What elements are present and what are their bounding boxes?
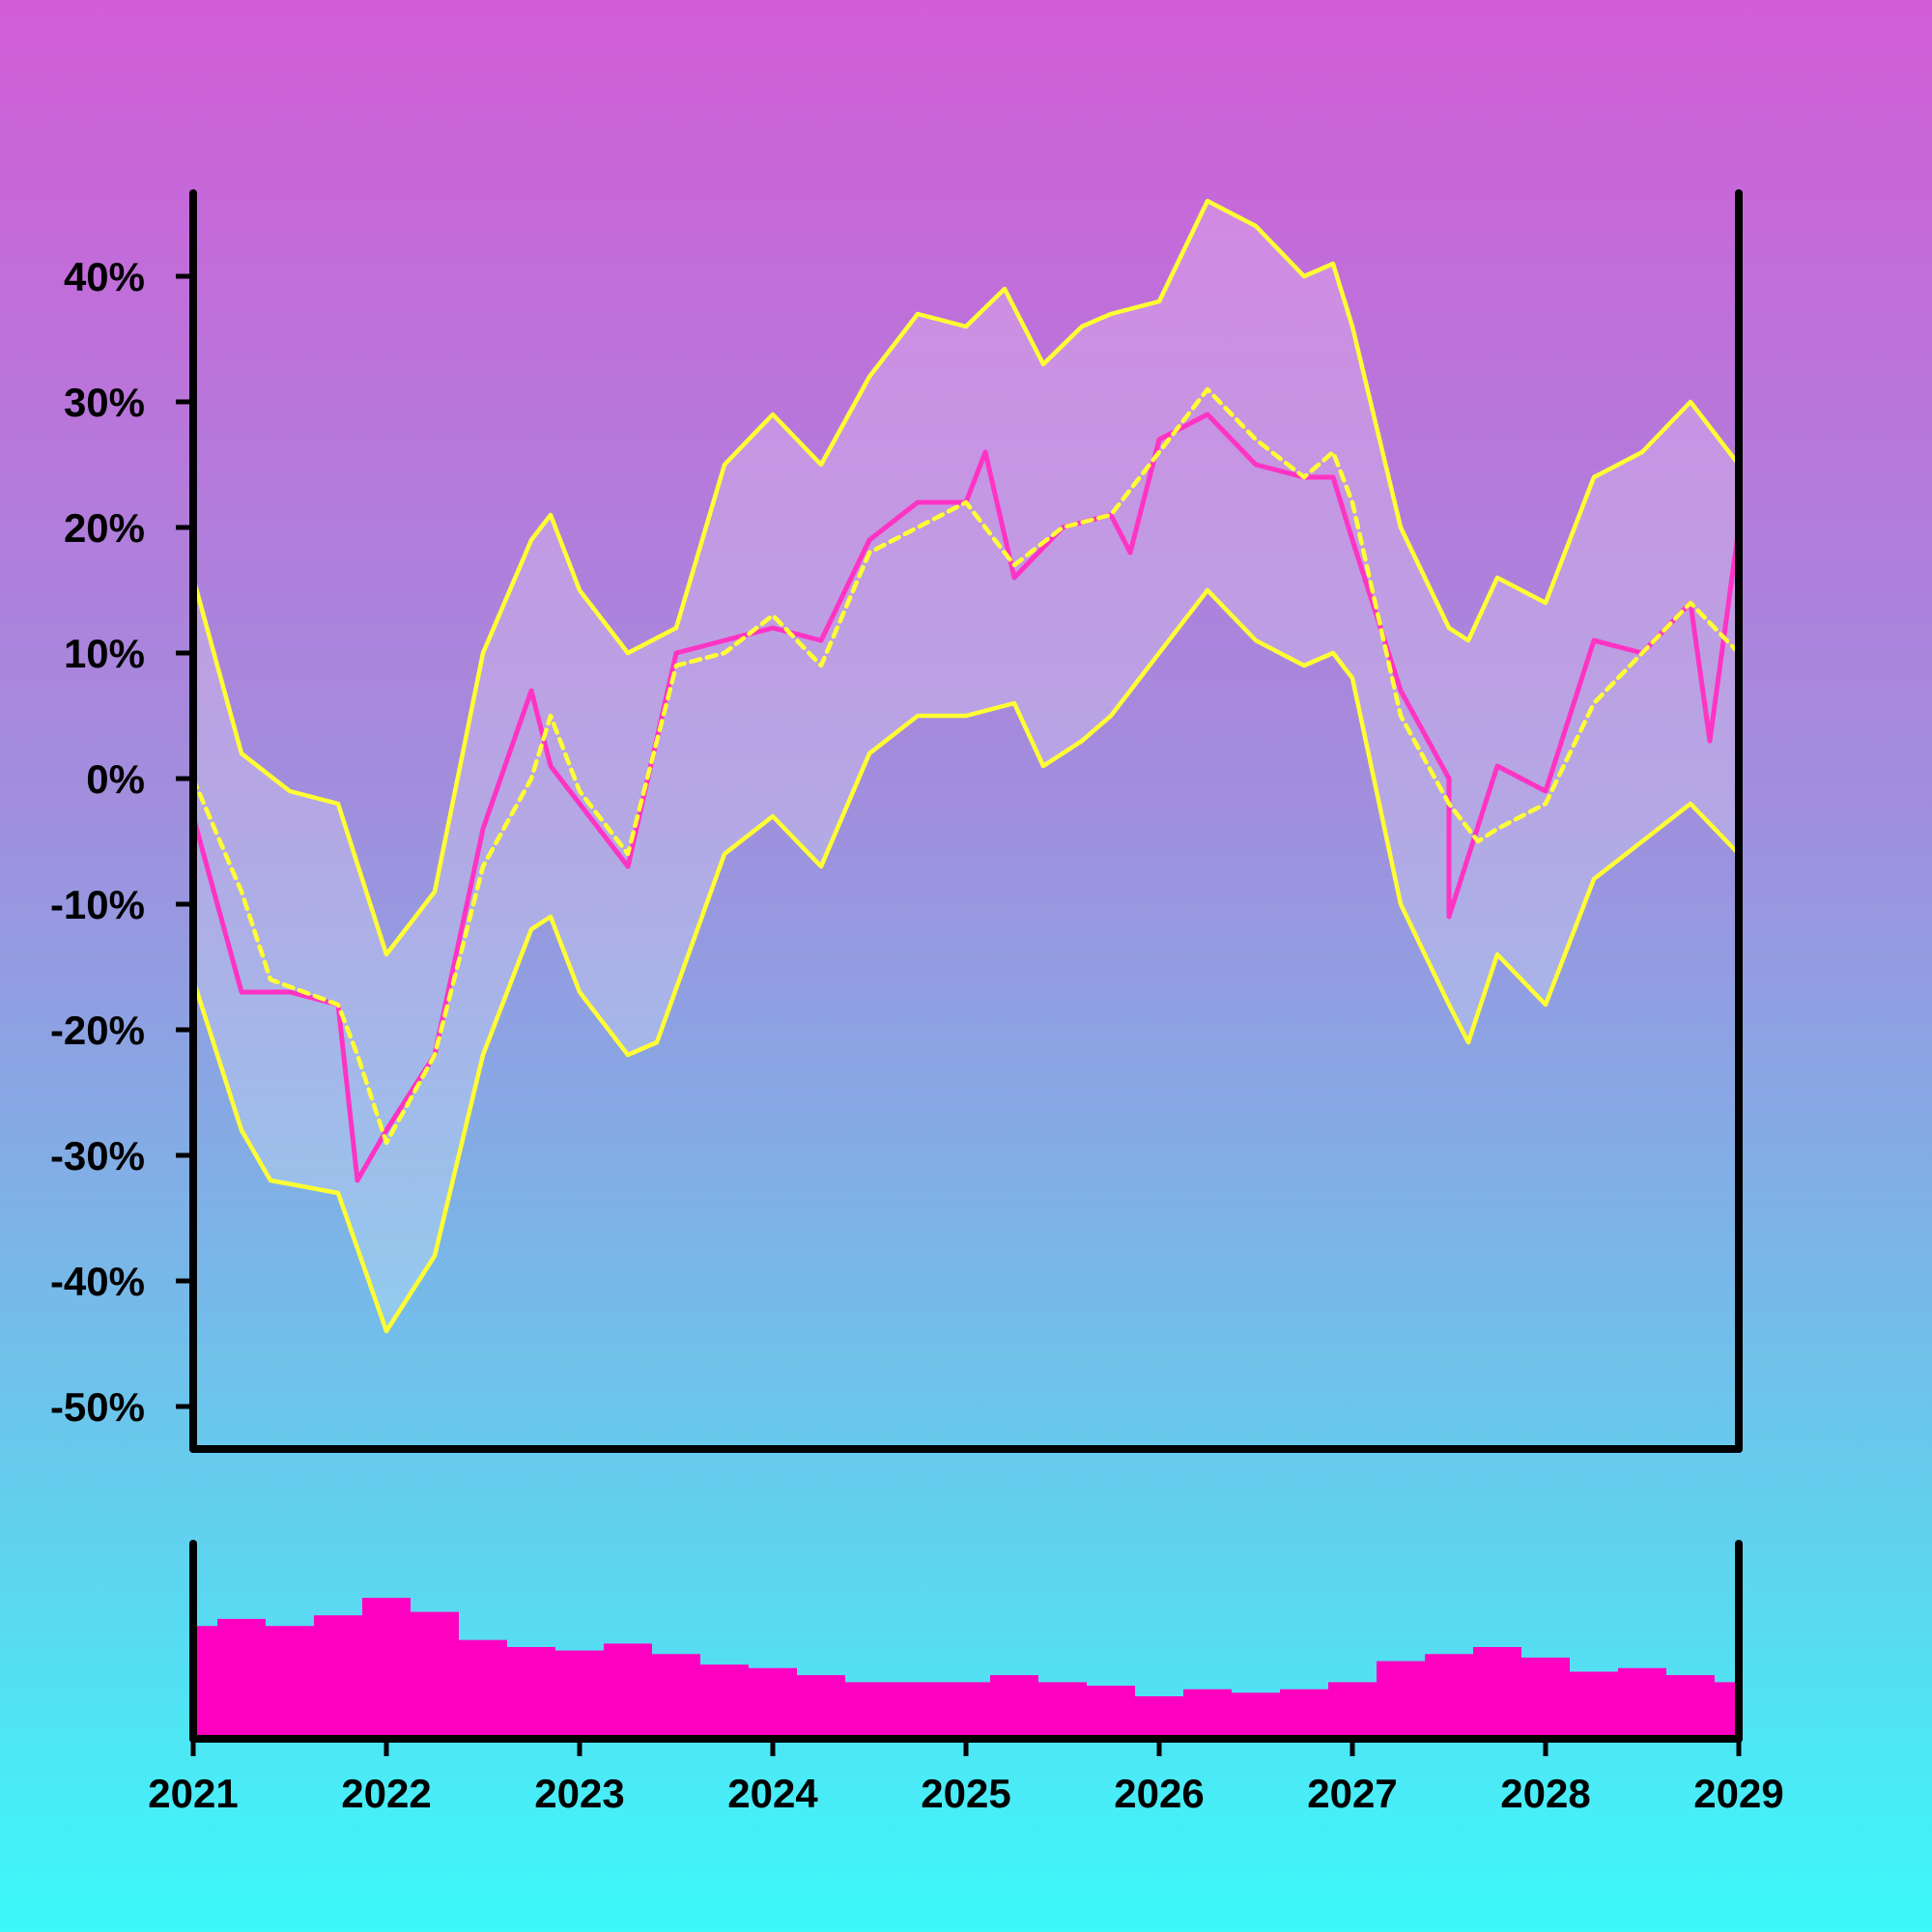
volume-bar [1425,1654,1473,1735]
volume-bar [217,1618,266,1735]
y-tick-label: -30% [50,1133,145,1179]
volume-bar [1570,1671,1618,1735]
volume-bar [459,1639,507,1735]
x-tick-label: 2026 [1114,1771,1204,1816]
lower-band-line [190,587,1742,1334]
volume-bar [411,1611,459,1735]
volume-bar [1328,1682,1377,1735]
y-tick-label: 40% [64,254,145,299]
y-tick-label: -10% [50,882,145,927]
volume-bar [1232,1692,1280,1735]
volume-bar [362,1598,411,1735]
volume-bar [1377,1661,1425,1735]
volume-bar [1473,1647,1521,1735]
volume-bar [266,1626,314,1735]
volume-bar [845,1682,894,1735]
y-tick-label: 30% [64,380,145,425]
y-tick-label: -20% [50,1008,145,1053]
volume-bar [1183,1689,1232,1735]
x-tick-label: 2023 [534,1771,624,1816]
moving-average-line [190,386,1742,1146]
volume-bar [652,1654,700,1735]
price-line [190,412,1742,1183]
volume-bar [1715,1682,1735,1735]
volume-bar [1135,1696,1183,1735]
volume-bar [507,1647,555,1735]
volume-bar [1521,1657,1570,1735]
volume-bar [1666,1675,1715,1735]
volume-bar [749,1667,797,1735]
y-tick-label: 0% [86,756,145,802]
x-tick-label: 2022 [341,1771,431,1816]
bollinger-band-fill [193,201,1739,1331]
y-tick-label: 10% [64,631,145,676]
y-tick-label: 20% [64,505,145,551]
volume-bar [555,1650,604,1735]
series-layer [190,198,1742,1334]
volume-bar [1618,1667,1666,1735]
volume-bar [1087,1686,1135,1735]
volume-bars-layer [197,1598,1735,1735]
y-tick-label: -50% [50,1384,145,1430]
volume-bar [894,1682,942,1735]
volume-bar [797,1675,845,1735]
volume-bar [990,1675,1038,1735]
volume-bar [1038,1682,1087,1735]
volume-bar [700,1664,749,1735]
x-tick-label: 2024 [727,1771,818,1816]
x-tick-label: 2025 [921,1771,1010,1816]
upper-band-line [190,198,1742,957]
x-tick-label: 2021 [148,1771,238,1816]
y-tick-label: -40% [50,1259,145,1304]
volume-bar [1280,1689,1328,1735]
volume-bar [942,1682,990,1735]
x-tick-label: 2029 [1693,1771,1783,1816]
volume-bar [197,1626,217,1735]
x-tick-label: 2027 [1307,1771,1397,1816]
band-fill-layer [193,201,1739,1331]
x-tick-label: 2028 [1500,1771,1590,1816]
volume-bar [604,1643,652,1735]
volume-bar [314,1615,362,1735]
axes-layer: -50% -40% -30% -20% -10% 0% 10% 20% 30% 40% 2021 20… [50,189,1784,1816]
